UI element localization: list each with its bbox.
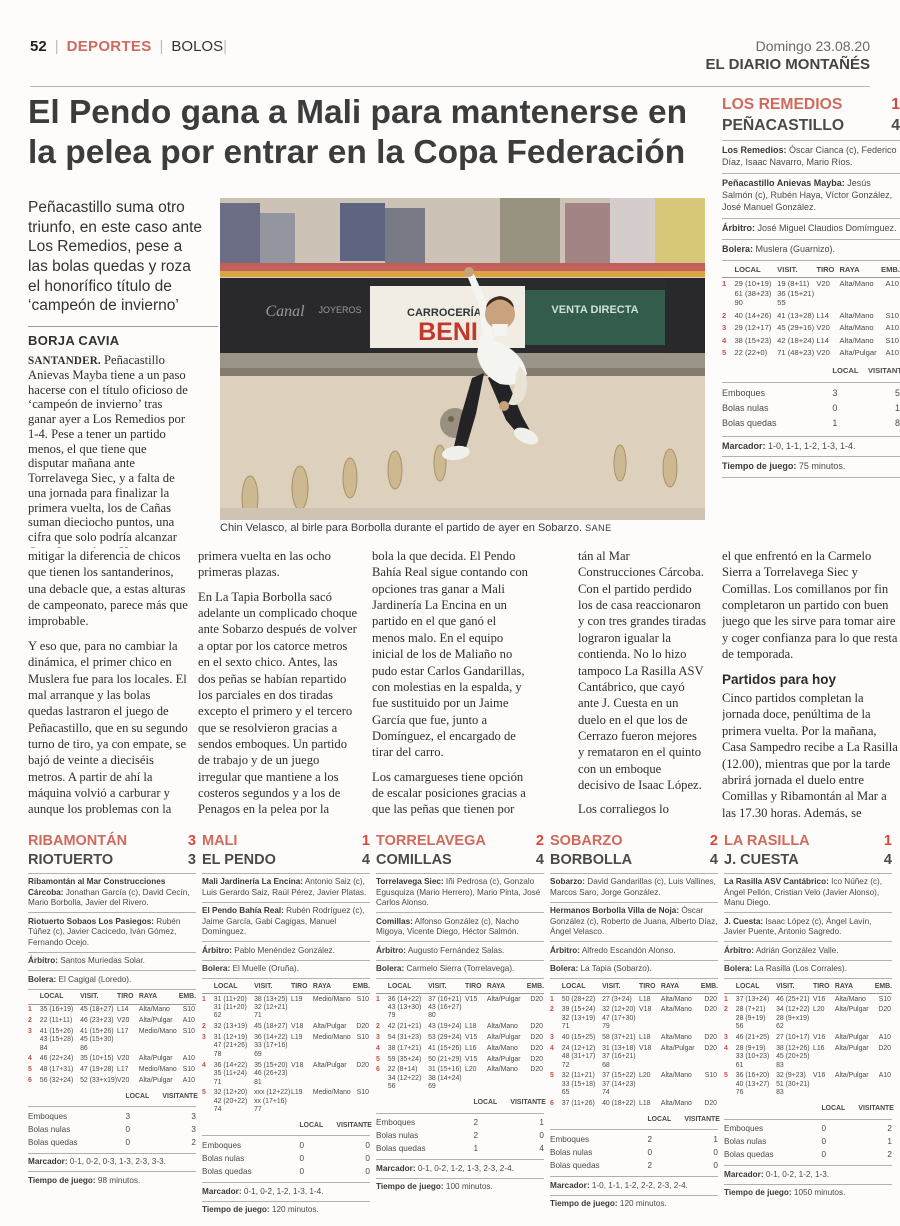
svg-text:Canal: Canal [265,303,305,320]
svg-text:JOYEROS: JOYEROS [318,305,361,315]
svg-text:BENI: BENI [418,318,478,346]
svg-text:VENTA DIRECTA: VENTA DIRECTA [551,304,638,316]
